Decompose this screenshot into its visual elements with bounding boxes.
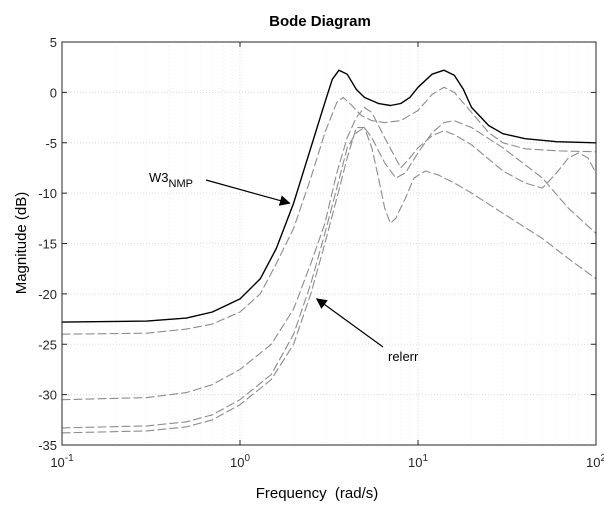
- annotation-arrow-w3nmp: [205, 179, 291, 206]
- series-group: [61, 69, 597, 434]
- series-line-2: [61, 86, 597, 335]
- chart-title: Bode Diagram: [269, 13, 371, 30]
- x-axis-label: Frequency (rad/s): [256, 485, 379, 502]
- annotation-arrow-relerr: [315, 298, 384, 348]
- series-line-1: [61, 69, 597, 323]
- y-tick-label: -35: [38, 438, 57, 453]
- x-tick-label: 10-1: [50, 453, 74, 470]
- y-tick-label: 0: [50, 85, 57, 100]
- y-axis-label: Magnitude (dB): [13, 192, 30, 295]
- y-tick-label: 5: [50, 35, 57, 50]
- annotations: W3NMP relerr: [149, 170, 419, 364]
- series-line-5: [61, 127, 597, 434]
- y-tick-label: -30: [38, 388, 57, 403]
- y-tick-label: -25: [38, 337, 57, 352]
- grid: [62, 42, 596, 445]
- annotation-relerr: relerr: [388, 349, 419, 364]
- x-tick-label: 100: [230, 453, 250, 470]
- y-tick-label: -5: [45, 136, 57, 151]
- y-tick-label: -15: [38, 237, 57, 252]
- x-tick-label: 101: [408, 453, 428, 470]
- annotation-w3nmp: W3NMP: [149, 170, 193, 190]
- series-line-4: [61, 120, 597, 429]
- series-line-3: [61, 106, 597, 401]
- y-tick-label: -20: [38, 287, 57, 302]
- y-tick-label: -10: [38, 186, 57, 201]
- x-tick-label: 102: [586, 453, 604, 470]
